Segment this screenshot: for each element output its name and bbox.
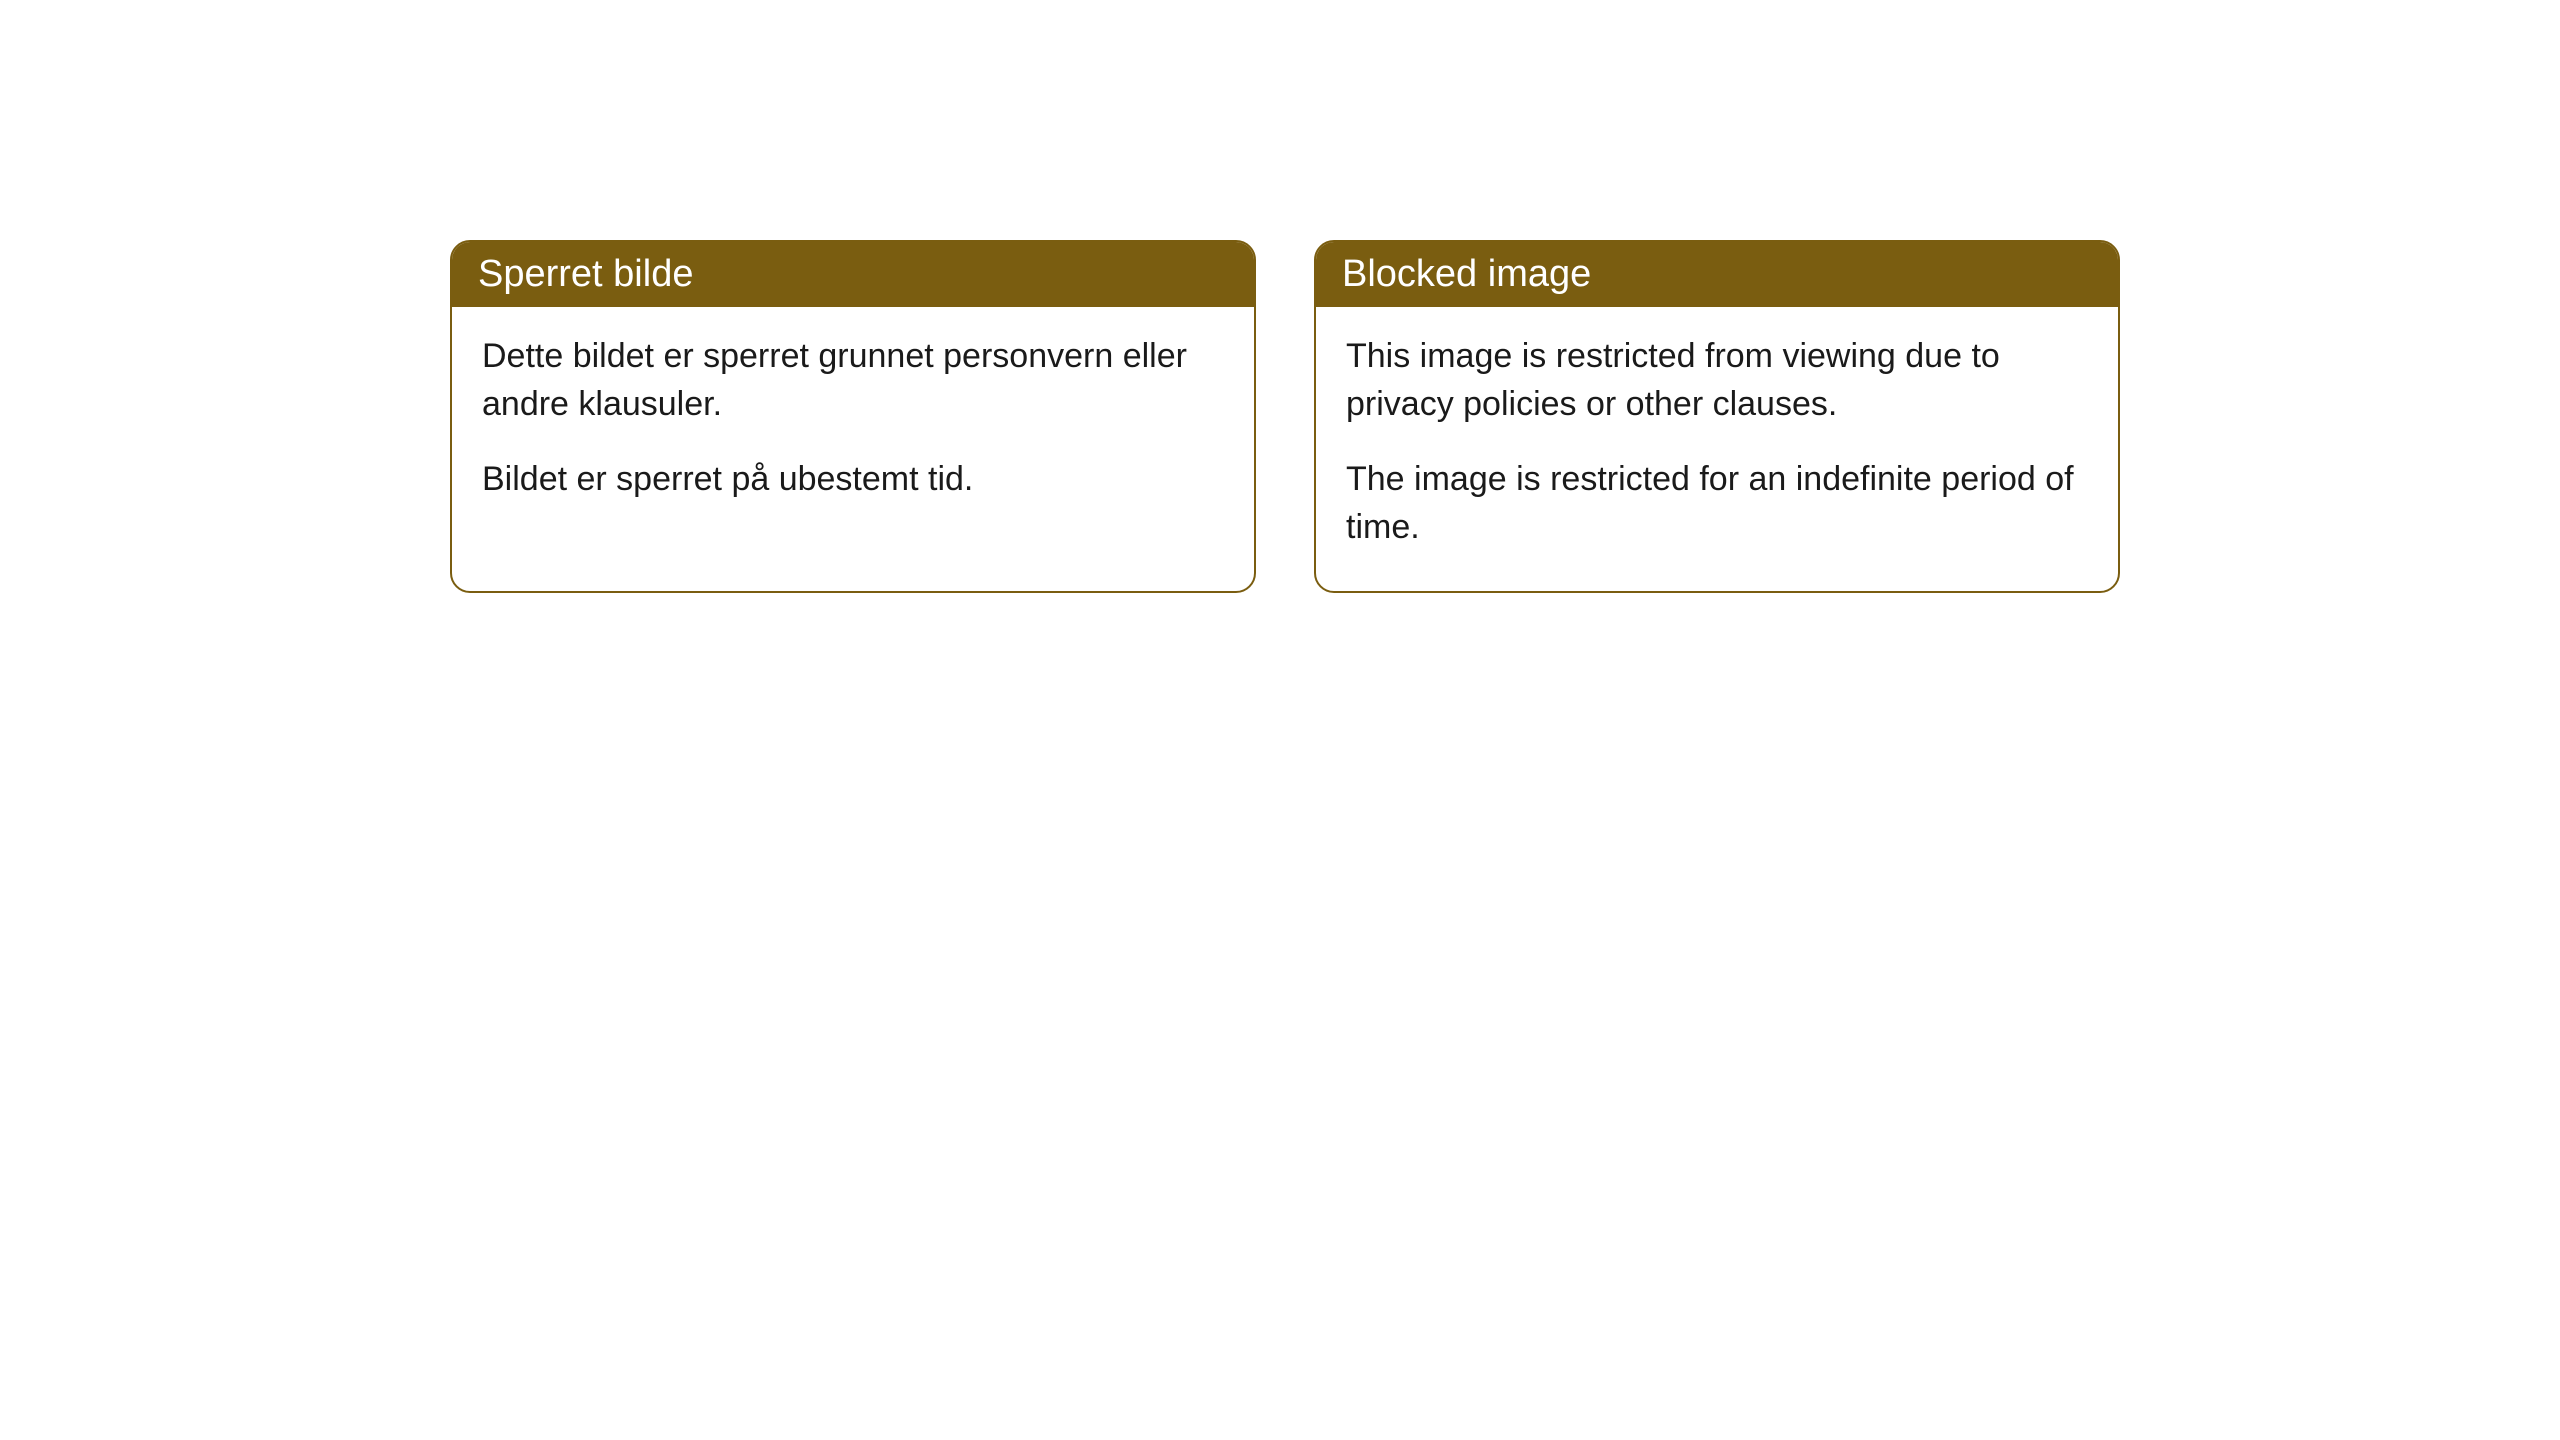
blocked-image-card-en: Blocked image This image is restricted f… (1314, 240, 2120, 593)
card-title-en: Blocked image (1342, 253, 1591, 295)
card-paragraph-2-en: The image is restricted for an indefinit… (1346, 456, 2088, 551)
card-paragraph-1-no: Dette bildet er sperret grunnet personve… (482, 333, 1224, 428)
card-header-no: Sperret bilde (452, 242, 1254, 307)
notification-cards-container: Sperret bilde Dette bildet er sperret gr… (450, 240, 2560, 593)
blocked-image-card-no: Sperret bilde Dette bildet er sperret gr… (450, 240, 1256, 593)
card-paragraph-2-no: Bildet er sperret på ubestemt tid. (482, 456, 1224, 504)
card-header-en: Blocked image (1316, 242, 2118, 307)
card-title-no: Sperret bilde (478, 253, 693, 295)
card-paragraph-1-en: This image is restricted from viewing du… (1346, 333, 2088, 428)
card-body-no: Dette bildet er sperret grunnet personve… (452, 307, 1254, 544)
card-body-en: This image is restricted from viewing du… (1316, 307, 2118, 591)
